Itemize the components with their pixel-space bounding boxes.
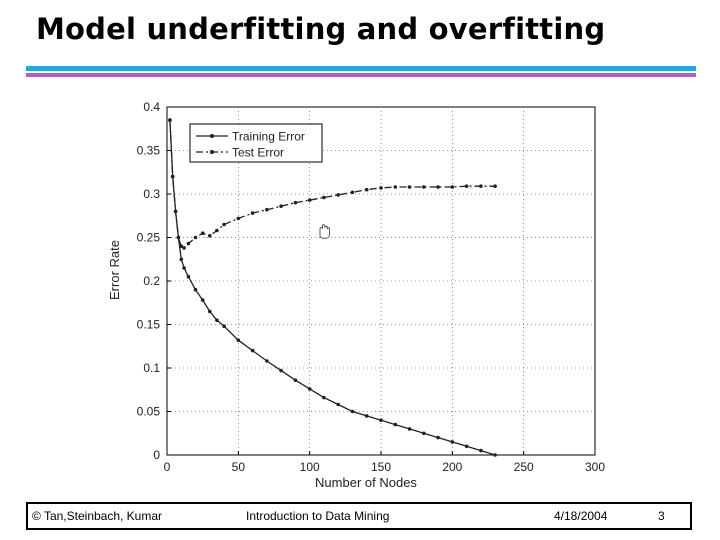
y-tick-label: 0.2 — [143, 274, 160, 288]
footer-course: Introduction to Data Mining — [246, 509, 390, 523]
title-rule-magenta — [26, 73, 696, 77]
y-axis-label: Error Rate — [107, 240, 122, 300]
test-error-point — [407, 185, 412, 189]
test-error-point — [250, 211, 255, 215]
legend-training-label: Training Error — [232, 130, 305, 144]
training-error-point — [336, 402, 340, 407]
test-error-point — [176, 235, 181, 240]
training-error-point — [493, 453, 497, 457]
training-error-point — [186, 274, 191, 279]
test-error-point — [336, 193, 340, 197]
test-error-point — [464, 184, 469, 188]
test-error-point — [379, 186, 383, 190]
training-error-point — [322, 395, 326, 400]
test-error-point — [186, 241, 191, 246]
test-error-point — [293, 200, 298, 205]
hand-cursor-icon — [319, 224, 330, 239]
slide-footer: © Tan,Steinbach, Kumar Introduction to D… — [26, 502, 692, 530]
y-tick-label: 0.3 — [143, 187, 160, 201]
x-tick-label: 50 — [232, 460, 246, 474]
y-tick-label: 0.1 — [143, 361, 160, 375]
training-error-point — [208, 309, 212, 314]
test-error-point — [222, 222, 226, 227]
training-error-point — [379, 418, 383, 423]
test-error-point — [422, 185, 426, 189]
training-error-point — [479, 448, 483, 453]
training-error-point — [200, 298, 205, 302]
training-error-point — [307, 387, 312, 391]
legend-test-label: Test Error — [232, 146, 284, 160]
y-tick-label: 0.4 — [143, 100, 160, 114]
test-error-point — [307, 198, 312, 202]
legend-training-marker — [210, 134, 214, 138]
training-error-point — [422, 431, 426, 436]
test-error-point — [265, 207, 269, 212]
training-error-point — [364, 414, 369, 418]
x-tick-label: 0 — [164, 460, 171, 474]
title-rule-cyan — [26, 66, 696, 71]
training-error-point — [350, 409, 355, 414]
test-error-point — [436, 185, 440, 189]
footer-page-number: 3 — [658, 509, 665, 523]
training-error-point — [279, 368, 283, 373]
footer-date: 4/18/2004 — [554, 509, 608, 523]
training-error-point — [436, 435, 440, 440]
test-error-point — [322, 195, 326, 200]
test-error-point — [236, 216, 241, 221]
test-error-point — [182, 246, 186, 250]
grid-layer — [167, 107, 595, 455]
y-tick-label: 0.15 — [137, 318, 161, 332]
y-tick-label: 0.35 — [137, 144, 161, 158]
footer-copyright: © Tan,Steinbach, Kumar — [32, 509, 163, 523]
test-error-point — [208, 234, 212, 238]
x-tick-label: 200 — [442, 460, 462, 474]
tick-layer: 0 50 100 150 200 250 300 0 0.05 0.1 0.15 0.2 0.25 0.3… — [137, 100, 606, 474]
test-error-point — [450, 185, 455, 189]
training-error-point — [193, 287, 198, 292]
training-error-point — [393, 422, 398, 427]
slide-title: Model underfitting and overfitting — [36, 12, 606, 46]
training-error-point — [250, 348, 255, 353]
test-error-point — [279, 204, 283, 208]
legend-test-marker — [210, 150, 214, 154]
training-error-point — [293, 378, 298, 383]
legend-box — [189, 123, 323, 163]
test-error-point — [215, 228, 219, 233]
x-tick-label: 150 — [371, 460, 391, 474]
x-tick-label: 100 — [300, 460, 320, 474]
test-error-point — [168, 118, 172, 122]
test-error-point — [173, 209, 178, 214]
test-error-point — [493, 184, 497, 188]
y-tick-label: 0.25 — [137, 231, 161, 245]
training-error-point — [179, 257, 184, 262]
x-tick-label: 250 — [514, 460, 534, 474]
test-error-point — [193, 235, 198, 240]
training-error-point — [182, 266, 186, 270]
test-error-point — [179, 244, 184, 248]
chart-svg: 0 50 100 150 200 250 300 0 0.05 0.1 0.15 0.2 0.25 0.3… — [107, 100, 606, 490]
test-error-point — [170, 174, 175, 179]
legend: Training Error Test Error — [189, 123, 323, 163]
training-error-line — [169, 120, 496, 456]
y-tick-label: 0.05 — [137, 405, 161, 419]
training-error-point — [265, 359, 269, 363]
test-error-point — [393, 185, 398, 189]
training-error-point — [464, 444, 469, 449]
training-error-point — [407, 427, 412, 431]
test-error-point — [350, 190, 355, 195]
x-tick-label: 300 — [585, 460, 605, 474]
series-layer — [168, 118, 497, 457]
training-error-point — [236, 338, 241, 342]
test-error-point — [200, 231, 205, 235]
training-error-point — [222, 324, 226, 328]
test-error-point — [479, 184, 483, 188]
training-error-point — [450, 440, 455, 444]
test-error-point — [364, 187, 369, 192]
y-tick-label: 0 — [153, 448, 160, 462]
error-rate-chart: 0 50 100 150 200 250 300 0 0.05 0.1 0.15 0.2 0.25 0.3… — [100, 95, 620, 495]
training-error-point — [215, 318, 219, 322]
x-axis-label: Number of Nodes — [315, 475, 417, 490]
